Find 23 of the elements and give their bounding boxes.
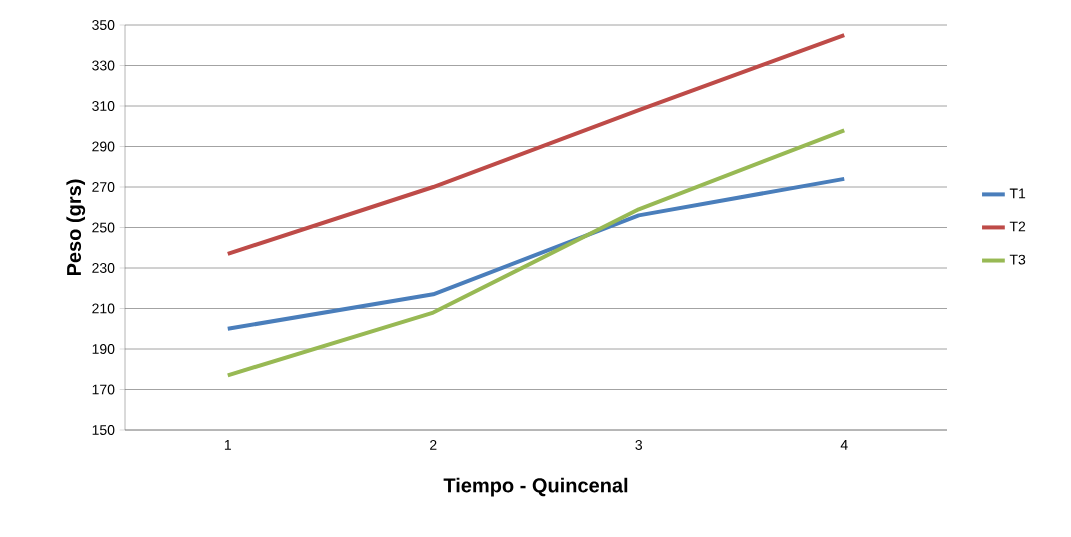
y-tick-label: 290 [92, 141, 115, 152]
legend-label: T3 [1009, 254, 1026, 265]
x-tick-label: 2 [430, 440, 437, 450]
legend-label: T2 [1009, 221, 1026, 232]
y-tick-label: 310 [92, 101, 115, 111]
x-tick-label: 3 [635, 440, 643, 450]
y-tick-label: 230 [92, 263, 115, 273]
line-series [225, 128, 847, 378]
line-series [225, 33, 847, 256]
y-tick-label: 250 [92, 222, 115, 233]
legend-label: T1 [1009, 188, 1026, 199]
y-tick-label: 270 [92, 182, 115, 192]
y-tick-label: 150 [92, 425, 115, 435]
y-tick-label: 210 [92, 303, 115, 314]
x-tick-label: 4 [840, 440, 848, 450]
y-tick-label: 190 [92, 344, 115, 354]
line-series [225, 176, 847, 331]
x-tick-label: 1 [224, 440, 231, 450]
y-tick-label: 170 [92, 384, 115, 395]
x-axis-title: Tiempo - Quincenal [443, 477, 628, 497]
y-tick-label: 330 [92, 60, 115, 71]
y-tick-label: 350 [92, 20, 115, 30]
y-axis-title: Peso (grs) [66, 179, 86, 276]
